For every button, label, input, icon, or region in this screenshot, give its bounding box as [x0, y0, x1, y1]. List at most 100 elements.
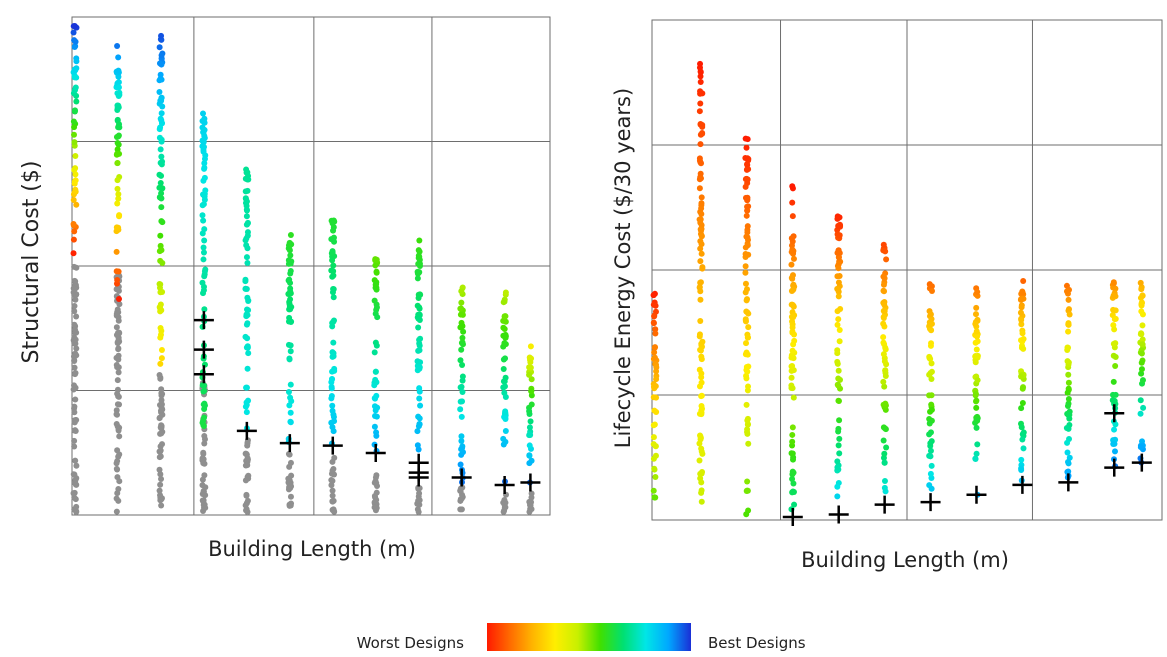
structural-excluded-point [157, 497, 164, 504]
structural-design-point [458, 346, 465, 353]
energy-design-point [744, 136, 751, 143]
structural-design-point [242, 276, 249, 283]
structural-excluded-point [159, 411, 166, 418]
energy-design-point [1064, 344, 1071, 351]
structural-design-point [500, 356, 507, 363]
energy-design-point [1065, 371, 1072, 378]
structural-design-point [243, 409, 250, 416]
structural-excluded-point [330, 497, 337, 504]
energy-design-point [1110, 378, 1117, 385]
structural-design-point [527, 359, 534, 366]
energy-design-point [696, 333, 703, 340]
energy-optimal-marker [828, 505, 849, 524]
energy-design-point [1018, 405, 1025, 412]
energy-design-point [881, 358, 888, 365]
energy-design-point [1138, 350, 1145, 357]
energy-design-point [928, 360, 935, 367]
energy-design-point [743, 349, 750, 356]
structural-design-point [73, 58, 80, 65]
energy-design-point [790, 302, 797, 309]
energy-design-point [1137, 410, 1144, 417]
structural-excluded-point [72, 476, 79, 483]
energy-design-point [696, 157, 703, 164]
structural-design-point [71, 228, 78, 235]
energy-design-point [926, 431, 933, 438]
energy-design-point [789, 183, 796, 190]
energy-design-point [788, 450, 795, 457]
energy-design-point [881, 478, 888, 485]
energy-cost-xlabel: Building Length (m) [801, 548, 1009, 572]
structural-design-point [244, 335, 251, 342]
structural-excluded-point [415, 485, 422, 492]
structural-design-point [114, 276, 121, 283]
structural-excluded-point [156, 466, 163, 473]
structural-design-point [159, 259, 166, 266]
structural-design-point [286, 314, 293, 321]
energy-design-point [974, 417, 981, 424]
energy-design-point [650, 320, 657, 327]
energy-design-point [835, 397, 842, 404]
energy-design-point [697, 245, 704, 252]
structural-design-point [115, 295, 122, 302]
structural-excluded-point [72, 396, 79, 403]
structural-design-point [287, 409, 294, 416]
energy-design-point [928, 462, 935, 469]
structural-design-point [458, 299, 465, 306]
structural-design-point [200, 147, 207, 154]
energy-design-point [697, 296, 704, 303]
structural-excluded-point [157, 424, 164, 431]
energy-design-point [880, 273, 887, 280]
structural-excluded-point [114, 401, 121, 408]
energy-design-point [698, 227, 705, 234]
energy-design-point [653, 364, 660, 371]
structural-design-point [201, 164, 208, 171]
structural-excluded-point [114, 339, 121, 346]
structural-design-point [500, 299, 507, 306]
energy-design-point [972, 390, 979, 397]
structural-design-point [158, 247, 165, 254]
structural-design-point [416, 385, 423, 392]
structural-design-point [158, 97, 165, 104]
structural-design-point [244, 260, 251, 267]
structural-design-point [372, 376, 379, 383]
energy-design-point [743, 144, 750, 151]
energy-design-point [1138, 359, 1145, 366]
energy-design-point [651, 407, 658, 414]
structural-design-point [243, 207, 250, 214]
structural-excluded-point [200, 449, 207, 456]
structural-design-point [287, 381, 294, 388]
structural-design-point [526, 442, 533, 449]
energy-design-point [698, 353, 705, 360]
energy-design-point [699, 130, 706, 137]
structural-excluded-point [114, 329, 121, 336]
structural-design-point [457, 357, 464, 364]
energy-design-point [1137, 444, 1144, 451]
structural-design-point [114, 177, 121, 184]
structural-excluded-point [72, 296, 79, 303]
energy-optimal-marker [1012, 475, 1033, 494]
energy-design-point [698, 489, 705, 496]
structural-design-point [156, 77, 163, 84]
energy-design-point [1020, 345, 1027, 352]
structural-design-point [243, 321, 250, 328]
energy-design-point [742, 263, 749, 270]
structural-design-point [502, 409, 509, 416]
structural-design-point [528, 388, 535, 395]
structural-design-point [156, 194, 163, 201]
structural-design-point [371, 349, 378, 356]
energy-design-point [791, 501, 798, 508]
structural-design-point [329, 368, 336, 375]
structural-design-point [115, 84, 122, 91]
energy-design-point [834, 493, 841, 500]
structural-design-point [157, 71, 164, 78]
energy-design-point [1018, 304, 1025, 311]
energy-design-point [696, 457, 703, 464]
structural-excluded-point [157, 453, 164, 460]
structural-design-point [526, 364, 533, 371]
structural-design-point [459, 334, 466, 341]
energy-design-point [1111, 326, 1118, 333]
structural-design-point [245, 176, 252, 183]
structural-design-point [287, 267, 294, 274]
structural-design-point [328, 395, 335, 402]
structural-design-point [199, 118, 206, 125]
